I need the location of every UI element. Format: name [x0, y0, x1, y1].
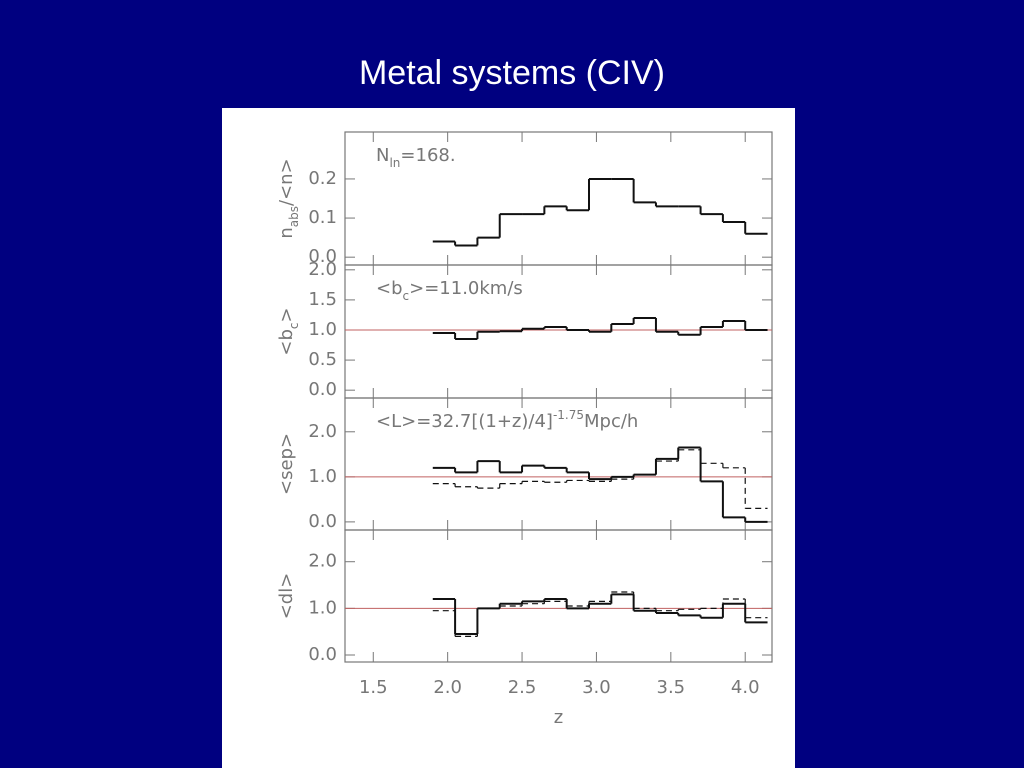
- x-axis-label: z: [554, 707, 563, 728]
- y-axis-label-part: c: [287, 322, 301, 329]
- annotation-part: c: [403, 289, 410, 303]
- y-axis-label: nabs/<n>: [276, 158, 301, 238]
- y-tick-label: 0.0: [308, 246, 337, 267]
- y-axis-label-part: /<n>: [276, 158, 297, 206]
- y-tick-label: 1.0: [308, 597, 337, 618]
- y-axis-label-part: abs: [287, 206, 301, 227]
- y-tick-label: 1.5: [308, 289, 337, 310]
- annotation-part: >=11.0km/s: [409, 278, 523, 299]
- annotation-part: -1.75: [553, 408, 584, 422]
- y-tick-label: 0.0: [308, 511, 337, 532]
- annotation: <L>=32.7[(1+z)/4]-1.75Mpc/h: [376, 408, 638, 433]
- y-tick-label: 0.1: [308, 207, 337, 228]
- y-axis-label-part: n: [276, 227, 297, 238]
- y-axis-label: <sep>: [276, 433, 297, 495]
- annotation-part: Mpc/h: [584, 411, 638, 432]
- y-tick-label: 0.0: [308, 379, 337, 400]
- annotation-part: <L>=32.7[(1+z)/4]: [376, 411, 553, 432]
- plot-area: [222, 108, 795, 768]
- panel-frame: [344, 529, 773, 663]
- y-axis-label: <dl>: [276, 573, 297, 620]
- y-axis-label-part: <dl>: [276, 573, 297, 620]
- y-tick-label: 2.0: [308, 551, 337, 572]
- y-tick-label: 1.0: [308, 319, 337, 340]
- y-tick-label: 0.5: [308, 349, 337, 370]
- x-tick-label: 3.0: [582, 677, 611, 698]
- y-tick-label: 2.0: [308, 259, 337, 280]
- x-tick-label: 3.5: [657, 677, 686, 698]
- y-axis-label-part: <b: [276, 329, 297, 356]
- x-tick-label: 4.0: [731, 677, 760, 698]
- x-tick-label: 2.0: [433, 677, 462, 698]
- y-tick-label: 0.2: [308, 168, 337, 189]
- annotation-part: <b: [376, 278, 403, 299]
- annotation: <bc>=11.0km/s: [376, 278, 523, 303]
- y-tick-label: 1.0: [308, 466, 337, 487]
- annotation-part: ln: [389, 156, 400, 170]
- annotation-part: =168.: [400, 145, 455, 166]
- y-axis-label: <bc>: [276, 307, 301, 355]
- x-tick-label: 2.5: [508, 677, 537, 698]
- slide-title: Metal systems (CIV): [359, 54, 665, 92]
- y-axis-label-part: >: [276, 307, 297, 322]
- y-axis-label-part: <sep>: [276, 433, 297, 495]
- y-tick-label: 0.0: [308, 644, 337, 665]
- annotation: Nln=168.: [376, 145, 456, 170]
- x-tick-label: 1.5: [359, 677, 388, 698]
- annotation-part: N: [376, 145, 389, 166]
- y-tick-label: 2.0: [308, 421, 337, 442]
